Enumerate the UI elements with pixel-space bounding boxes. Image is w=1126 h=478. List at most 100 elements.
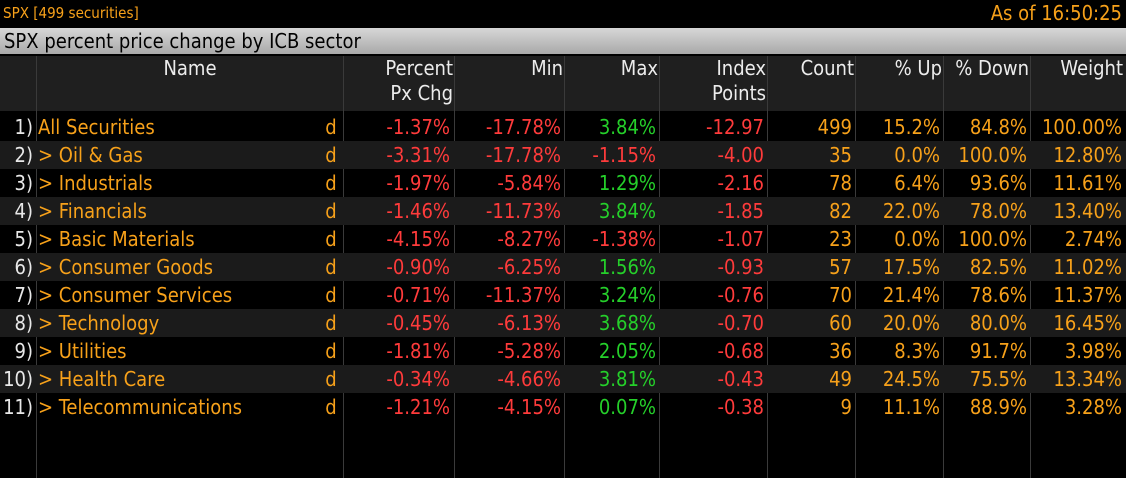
- min-cell: -6.25%: [497, 255, 561, 279]
- count-cell: 9: [840, 395, 852, 419]
- min-cell: -17.78%: [485, 115, 561, 139]
- pct-up-cell: 6.4%: [894, 171, 940, 195]
- table-row[interactable]: 6) > Consumer Goods d -0.90% -6.25% 1.56% -0.9…: [0, 253, 1126, 281]
- percent-px-chg-cell: -1.81%: [386, 339, 450, 363]
- pct-up-cell: 22.0%: [882, 199, 940, 223]
- column-header-pct-down[interactable]: % Down: [955, 56, 1029, 80]
- index-points-cell: -4.00: [717, 143, 764, 167]
- column-header-name[interactable]: Name: [163, 56, 217, 80]
- index-points-cell: -0.68: [717, 339, 764, 363]
- sector-name[interactable]: > Industrials: [38, 171, 153, 195]
- count-cell: 57: [829, 255, 852, 279]
- max-cell: 3.68%: [598, 311, 656, 335]
- count-cell: 82: [829, 199, 852, 223]
- drilldown-link[interactable]: d: [325, 283, 337, 307]
- sector-name[interactable]: > Consumer Services: [38, 283, 233, 307]
- row-index[interactable]: 4): [14, 199, 33, 223]
- pct-down-cell: 82.5%: [969, 255, 1027, 279]
- weight-cell: 13.40%: [1053, 199, 1122, 223]
- pct-down-cell: 75.5%: [969, 367, 1027, 391]
- weight-cell: 3.98%: [1064, 339, 1122, 363]
- sector-name[interactable]: > Financials: [38, 199, 147, 223]
- weight-cell: 100.00%: [1041, 115, 1122, 139]
- count-cell: 70: [829, 283, 852, 307]
- index-points-cell: -1.07: [717, 227, 764, 251]
- panel-title-bar: SPX percent price change by ICB sector: [0, 28, 1126, 54]
- column-header-pct-up[interactable]: % Up: [894, 56, 942, 80]
- column-header-count[interactable]: Count: [800, 56, 854, 80]
- row-index[interactable]: 5): [14, 227, 33, 251]
- max-cell: 0.07%: [598, 395, 656, 419]
- row-index[interactable]: 7): [14, 283, 33, 307]
- percent-px-chg-cell: -1.21%: [386, 395, 450, 419]
- pct-up-cell: 0.0%: [894, 227, 940, 251]
- count-cell: 35: [829, 143, 852, 167]
- sector-name[interactable]: > Utilities: [38, 339, 127, 363]
- drilldown-link[interactable]: d: [325, 227, 337, 251]
- max-cell: -1.38%: [592, 227, 656, 251]
- row-index[interactable]: 3): [14, 171, 33, 195]
- percent-px-chg-cell: -4.15%: [386, 227, 450, 251]
- drilldown-link[interactable]: d: [325, 339, 337, 363]
- column-header-min[interactable]: Min: [531, 56, 563, 80]
- security-label[interactable]: SPX [499 securities]: [3, 4, 139, 22]
- sector-name[interactable]: > Consumer Goods: [38, 255, 214, 279]
- min-cell: -17.78%: [485, 143, 561, 167]
- table-row[interactable]: 4) > Financials d -1.46% -11.73% 3.84% -1.85 82…: [0, 197, 1126, 225]
- table-row[interactable]: 10) > Health Care d -0.34% -4.66% 3.81% -0.43 4…: [0, 365, 1126, 393]
- drilldown-link[interactable]: d: [325, 395, 337, 419]
- panel-title: SPX percent price change by ICB sector: [4, 29, 361, 53]
- drilldown-link[interactable]: d: [325, 311, 337, 335]
- table-row[interactable]: 7) > Consumer Services d -0.71% -11.37% 3.24%…: [0, 281, 1126, 309]
- max-cell: 2.05%: [598, 339, 656, 363]
- sector-name[interactable]: > Telecommunications: [38, 395, 243, 419]
- drilldown-link[interactable]: d: [325, 255, 337, 279]
- percent-px-chg-cell: -0.45%: [386, 311, 450, 335]
- pct-down-cell: 93.6%: [969, 171, 1027, 195]
- row-index[interactable]: 9): [14, 339, 33, 363]
- percent-px-chg-cell: -0.71%: [386, 283, 450, 307]
- row-index[interactable]: 6): [14, 255, 33, 279]
- drilldown-link[interactable]: d: [325, 199, 337, 223]
- percent-px-chg-cell: -1.97%: [386, 171, 450, 195]
- sector-name[interactable]: > Basic Materials: [38, 227, 195, 251]
- table-row[interactable]: 3) > Industrials d -1.97% -5.84% 1.29% -2.16 78…: [0, 169, 1126, 197]
- sector-name[interactable]: > Oil & Gas: [38, 143, 143, 167]
- row-index[interactable]: 2): [14, 143, 33, 167]
- table-row[interactable]: 8) > Technology d -0.45% -6.13% 3.68% -0.70 60 2…: [0, 309, 1126, 337]
- sector-name[interactable]: > Technology: [38, 311, 160, 335]
- table-row[interactable]: 2) > Oil & Gas d -3.31% -17.78% -1.15% -4.00 35…: [0, 141, 1126, 169]
- pct-up-cell: 8.3%: [894, 339, 940, 363]
- row-index[interactable]: 11): [3, 395, 33, 419]
- index-points-cell: -0.93: [717, 255, 764, 279]
- max-cell: 3.81%: [598, 367, 656, 391]
- drilldown-link[interactable]: d: [325, 115, 337, 139]
- percent-px-chg-cell: -0.34%: [386, 367, 450, 391]
- table-row[interactable]: 5) > Basic Materials d -4.15% -8.27% -1.38% -1…: [0, 225, 1126, 253]
- table-row[interactable]: 9) > Utilities d -1.81% -5.28% 2.05% -0.68 36 8.…: [0, 337, 1126, 365]
- count-cell: 60: [829, 311, 852, 335]
- index-points-cell: -12.97: [706, 115, 764, 139]
- row-index[interactable]: 10): [3, 367, 33, 391]
- sector-name[interactable]: All Securities: [38, 115, 155, 139]
- row-index[interactable]: 8): [14, 311, 33, 335]
- column-header-pct-px-chg[interactable]: Percent Px Chg: [385, 56, 453, 105]
- column-header-weight[interactable]: Weight: [1060, 56, 1123, 80]
- pct-down-cell: 100.0%: [958, 143, 1027, 167]
- sector-name[interactable]: > Health Care: [38, 367, 166, 391]
- column-header-max[interactable]: Max: [620, 56, 658, 80]
- weight-cell: 2.74%: [1064, 227, 1122, 251]
- index-points-cell: -0.70: [717, 311, 764, 335]
- table-row[interactable]: 1) All Securities d -1.37% -17.78% 3.84% -12.9…: [0, 113, 1126, 141]
- row-index[interactable]: 1): [14, 115, 33, 139]
- drilldown-link[interactable]: d: [325, 171, 337, 195]
- pct-up-cell: 24.5%: [882, 367, 940, 391]
- drilldown-link[interactable]: d: [325, 367, 337, 391]
- max-cell: 3.84%: [598, 199, 656, 223]
- drilldown-link[interactable]: d: [325, 143, 337, 167]
- min-cell: -4.15%: [497, 395, 561, 419]
- pct-up-cell: 21.4%: [882, 283, 940, 307]
- table-row[interactable]: 11) > Telecommunications d -1.21% -4.15% 0.07…: [0, 393, 1126, 421]
- percent-px-chg-cell: -0.90%: [386, 255, 450, 279]
- column-header-index-points[interactable]: Index Points: [712, 56, 766, 105]
